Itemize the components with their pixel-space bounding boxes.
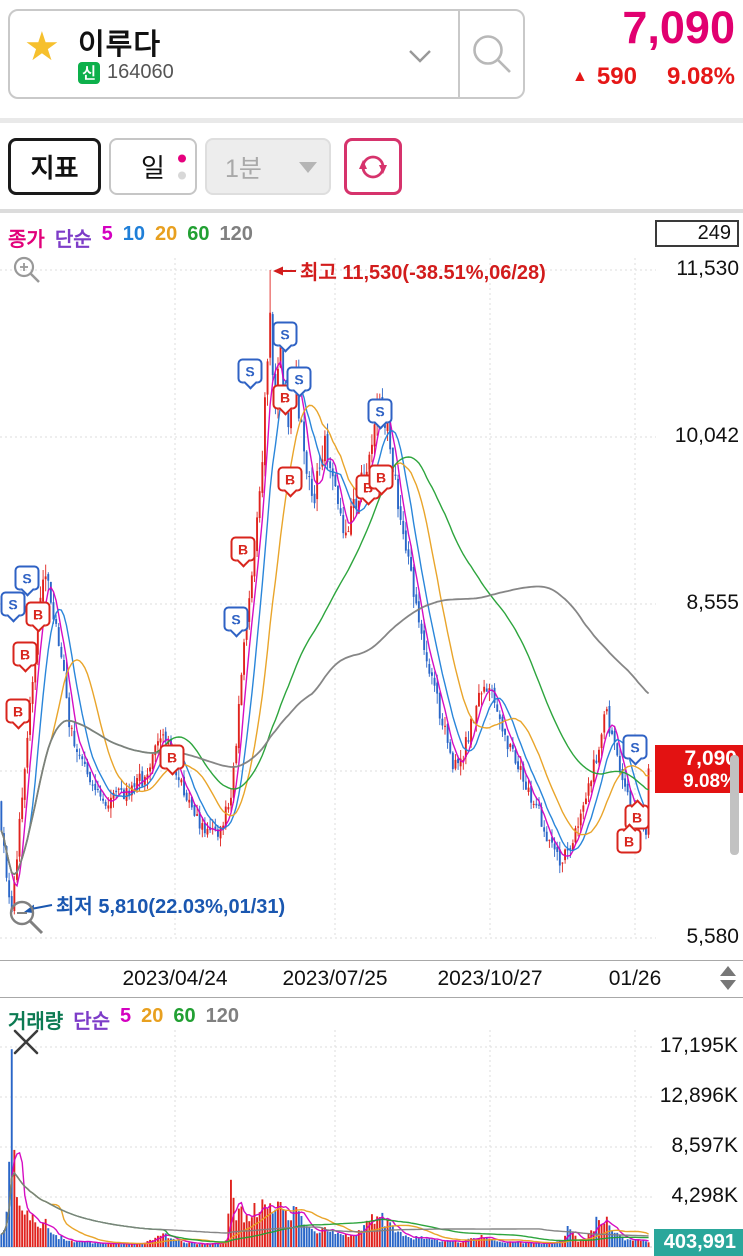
stock-name: 이루다 <box>78 29 162 61</box>
price-axis-label: 5,580 <box>686 925 739 948</box>
legend-item: 120 <box>219 223 253 245</box>
volume-chart-pane[interactable]: 거래량 단순 5 20 60 120 403,991 17,195K 12,896K 8,59… <box>0 998 743 1256</box>
axis-spinner[interactable] <box>716 964 740 994</box>
svg-text:최고 11,530(-38.51%,06/28): 최고 11,530(-38.51%,06/28) <box>300 261 546 284</box>
change-percent: 9.08% <box>666 63 735 90</box>
stock-code: 164060 <box>107 61 174 83</box>
date-axis-label: 2023/07/25 <box>282 967 388 990</box>
legend-item: 120 <box>205 1005 240 1027</box>
card-divider <box>458 11 460 97</box>
buy-signal-marker: B <box>25 601 51 627</box>
legend-item: 20 <box>155 223 178 245</box>
date-axis-label: 2023/10/27 <box>437 967 543 990</box>
stock-selector[interactable]: ★ 이루다 신 164060 <box>8 9 525 99</box>
buy-signal-marker: B <box>368 464 394 490</box>
divider <box>0 209 743 213</box>
close-indicator-icon[interactable] <box>10 1026 42 1058</box>
legend-item: 5 <box>101 223 113 245</box>
sell-signal-marker: S <box>223 606 249 632</box>
sell-signal-marker: S <box>0 591 26 617</box>
daily-period-button[interactable]: 일 <box>109 138 197 195</box>
badge-price: 7,090 <box>684 747 737 770</box>
legend-item: 10 <box>122 223 145 245</box>
legend-item: 20 <box>141 1005 164 1027</box>
toolbar: 지표 일 1분 <box>0 123 743 311</box>
buy-signal-marker: B <box>277 466 303 492</box>
header: ★ 이루다 신 164060 7,090 ▲ 590 9.08% <box>0 0 743 118</box>
date-axis: 2023/04/24 2023/07/25 2023/10/27 01/26 <box>0 960 743 998</box>
zoom-out-icon[interactable] <box>8 899 46 937</box>
sell-signal-marker: S <box>237 358 263 384</box>
legend-item: 5 <box>120 1005 132 1027</box>
current-volume-badge: 403,991 <box>654 1229 743 1256</box>
favorite-star-icon[interactable]: ★ <box>24 25 60 69</box>
legend-item: 60 <box>187 223 210 245</box>
price-axis-label: 8,555 <box>686 591 739 614</box>
refresh-button[interactable] <box>344 138 402 195</box>
sell-signal-marker: S <box>272 321 298 347</box>
buy-signal-marker: B <box>272 384 298 410</box>
buy-signal-marker: B <box>12 641 38 667</box>
change-value: 590 <box>596 63 637 90</box>
sell-signal-marker: S <box>14 565 40 591</box>
daily-label: 일 <box>141 153 165 183</box>
new-stock-badge: 신 <box>78 61 100 84</box>
price-axis-label: 11,530 <box>676 257 739 280</box>
period-dots <box>178 154 186 179</box>
current-price-badge: 7,090 9.08% <box>655 745 743 793</box>
legend-item: 종가 <box>8 229 45 251</box>
chart-scrollbar-thumb[interactable] <box>730 755 739 855</box>
candle-count-box: 249 <box>655 220 739 247</box>
minute-label: 1분 <box>225 154 262 183</box>
volume-axis-label: 17,195K <box>659 1034 738 1057</box>
divider <box>0 118 743 123</box>
buy-signal-marker: B <box>159 744 185 770</box>
spin-up-icon <box>720 966 736 976</box>
badge-percent: 9.08% <box>683 771 737 792</box>
active-dot <box>178 154 186 162</box>
volume-plot[interactable] <box>0 998 743 1256</box>
price-axis-label: 10,042 <box>674 424 739 447</box>
volume-chart-legend: 거래량 단순 5 20 60 120 <box>8 1005 239 1034</box>
legend-item: 거래량 <box>8 1011 64 1033</box>
legend-item: 단순 <box>73 1011 111 1033</box>
chevron-down-icon[interactable] <box>408 49 432 64</box>
legend-item: 단순 <box>54 229 92 251</box>
refresh-icon <box>359 155 387 178</box>
buy-signal-marker: B <box>616 828 642 854</box>
volume-axis-label: 8,597K <box>671 1134 738 1157</box>
inactive-dot <box>178 171 186 179</box>
sell-signal-marker: S <box>286 366 312 392</box>
svg-text:최저 5,810(22.03%,01/31): 최저 5,810(22.03%,01/31) <box>56 895 285 918</box>
stock-code-row: 신 164060 <box>78 61 174 84</box>
buy-signal-marker: B <box>230 536 256 562</box>
search-button[interactable] <box>460 11 524 97</box>
date-axis-label: 2023/04/24 <box>122 967 228 990</box>
minute-dropdown[interactable]: 1분 <box>205 138 331 195</box>
indicator-button[interactable]: 지표 <box>8 138 101 195</box>
volume-axis-label: 12,896K <box>659 1084 738 1107</box>
spin-down-icon <box>720 980 736 990</box>
sell-signal-marker: S <box>367 398 393 424</box>
legend-item: 60 <box>173 1005 196 1027</box>
sell-signal-marker: S <box>622 734 648 760</box>
zoom-in-icon[interactable] <box>12 255 42 285</box>
price-change-row: ▲ 590 9.08% <box>572 63 735 91</box>
price-chart-pane[interactable]: 최고 11,530(-38.51%,06/28) 최저 5,810(22.03%,… <box>0 213 743 960</box>
price-chart-legend: 종가 단순 5 10 20 60 120 <box>8 223 253 252</box>
volume-axis-label: 4,298K <box>671 1184 738 1207</box>
date-axis-label: 01/26 <box>608 967 662 990</box>
up-arrow-icon: ▲ <box>572 68 588 85</box>
dropdown-arrow-icon <box>299 161 317 173</box>
buy-signal-marker: B <box>5 698 31 724</box>
current-price: 7,090 <box>622 2 735 53</box>
search-icon <box>473 35 511 73</box>
